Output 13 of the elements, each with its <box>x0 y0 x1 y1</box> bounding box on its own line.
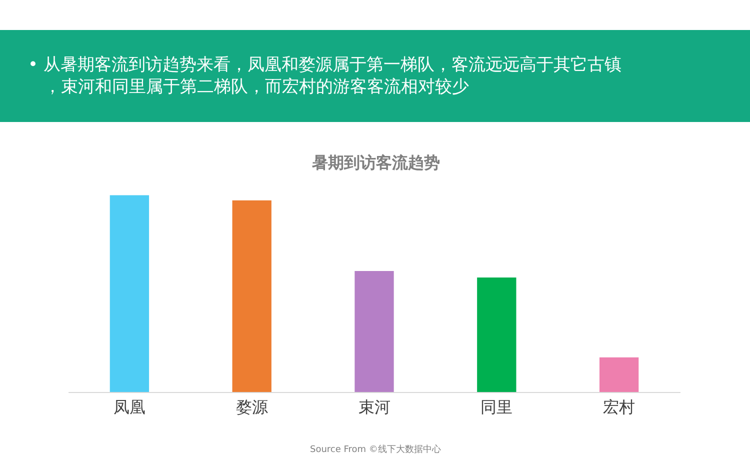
bar <box>477 277 516 392</box>
x-tick-label: 宏村 <box>603 397 636 416</box>
chart-title: • 从暑期客流到访趋势来看，凤凰和婺源属于第一梯队，客流远远高于其它古镇，束河和同里属于第二梯队，而宏村的游客客流相对较少 <box>28 55 622 98</box>
x-tick-label: 束河 <box>358 397 390 416</box>
bar <box>232 200 272 392</box>
x-tick-label: 同里 <box>480 397 513 416</box>
bar <box>354 270 394 392</box>
x-tick-label: 婺源 <box>236 397 268 416</box>
bar <box>110 195 150 392</box>
x-tick-label: 凤凰 <box>113 397 146 416</box>
source-note: Source From ©线下大数据中心 <box>310 444 441 455</box>
bar <box>599 357 639 392</box>
chart-subtitle: 暑期到访客流趋势 <box>311 153 440 172</box>
